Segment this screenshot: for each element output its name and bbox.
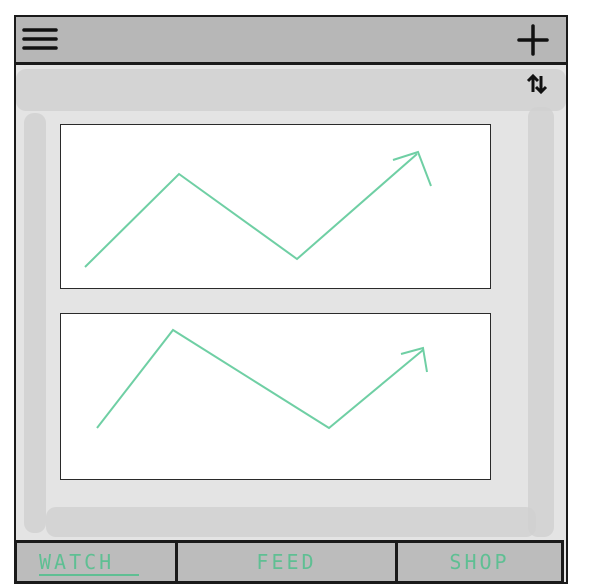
app-header [16, 17, 566, 65]
bottom-tab-bar: WATCH FEED SHOP [14, 540, 564, 584]
app-frame: WATCH FEED SHOP [14, 15, 568, 584]
background-smudge [528, 107, 554, 537]
tab-watch[interactable]: WATCH [17, 543, 175, 581]
tab-watch-label: WATCH [39, 550, 115, 574]
tab-feed-label: FEED [256, 550, 317, 574]
sort-arrows-icon[interactable] [526, 73, 548, 95]
trend-arrow-chart-icon [84, 150, 432, 268]
tab-shop[interactable]: SHOP [395, 543, 561, 581]
plus-icon[interactable] [516, 23, 550, 57]
hamburger-menu-icon[interactable] [22, 26, 58, 52]
tab-shop-label: SHOP [449, 550, 510, 574]
tab-feed[interactable]: FEED [175, 543, 395, 581]
background-smudge [24, 113, 46, 533]
background-smudge [16, 69, 566, 111]
background-smudge [46, 507, 536, 537]
chart-card[interactable] [60, 313, 491, 480]
trend-arrow-chart-icon [96, 328, 428, 430]
chart-card[interactable] [60, 124, 491, 289]
active-tab-indicator [39, 574, 139, 576]
